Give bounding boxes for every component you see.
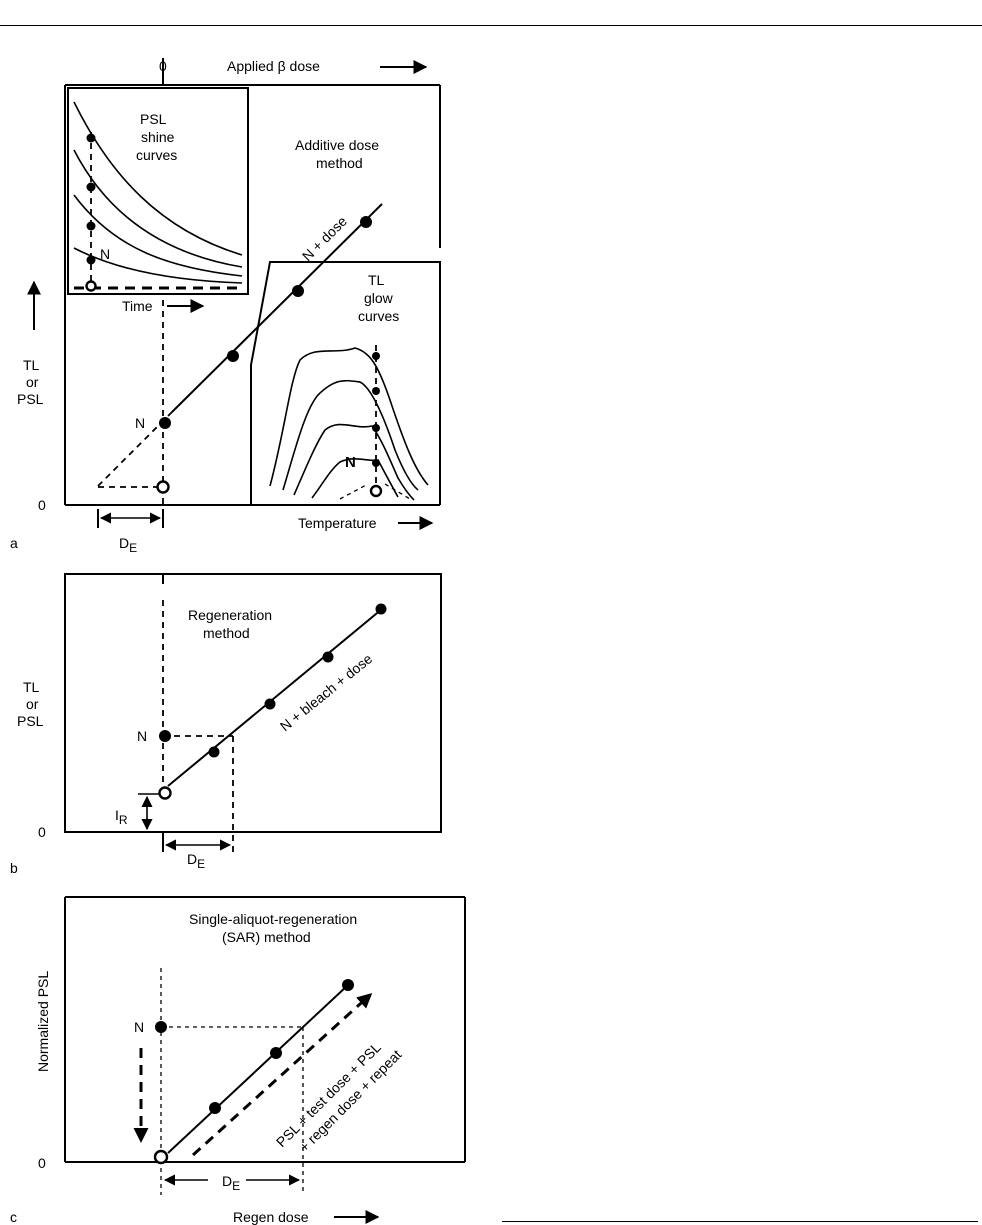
psl-curve-3 [73, 194, 243, 277]
tl-inset-frame [250, 261, 441, 505]
panel-c-point-zero [153, 1149, 169, 1165]
psl-inset-title-1: PSL [140, 111, 167, 127]
panel-a-y-zero: 0 [38, 497, 46, 513]
panel-b-de-label: D [187, 851, 197, 867]
panel-b: TL or PSL 0 Regeneration method N + blea… [10, 573, 442, 876]
panel-b-ir-label: I [115, 807, 119, 823]
tl-point-zero [369, 484, 383, 498]
panel-a-de-label: D [119, 535, 129, 551]
panel-b-de-subscript: E [197, 857, 205, 871]
tl-curve-1 [269, 347, 429, 487]
panel-a-line-label: N + dose [299, 213, 350, 264]
panel-b-method-title-2: method [203, 625, 250, 641]
panel-a-y-label-3: PSL [17, 391, 44, 407]
panel-b-letter: b [10, 860, 18, 876]
panel-a-letter: a [10, 535, 18, 551]
tl-curve-2 [282, 379, 419, 491]
panel-a: 0 Applied β dose TL or PSL 0 Additive do… [10, 58, 441, 555]
tl-point-1 [372, 352, 380, 360]
panel-c-y-zero: 0 [38, 1155, 46, 1171]
psl-point-n [86, 255, 96, 265]
tl-background-right [384, 483, 411, 500]
psl-inset-frame [67, 87, 249, 295]
psl-point-2 [86, 182, 96, 192]
psl-inset-title-3: curves [136, 147, 177, 163]
panel-c-point-2 [270, 1047, 282, 1059]
panel-c-x-label: Regen dose [233, 1209, 309, 1225]
panel-b-point-4 [375, 603, 387, 615]
footnote-rule [502, 1221, 978, 1222]
panel-b-growth-line [167, 608, 383, 787]
panel-b-y-label-2: or [26, 696, 39, 712]
panel-b-point-3 [322, 651, 334, 663]
panel-a-point-4 [360, 216, 372, 228]
psl-inset-title-2: shine [141, 129, 175, 145]
panel-b-y-label-3: PSL [17, 713, 44, 729]
svg-text:DE: DE [187, 851, 205, 871]
panel-b-ir-subscript: R [119, 813, 128, 827]
panel-b-point-1 [208, 746, 220, 758]
panel-c: Single-aliquot-regeneration (SAR) method… [10, 896, 466, 1225]
panel-c-method-title-1: Single-aliquot-regeneration [189, 911, 357, 927]
panel-c-point-1 [209, 1102, 221, 1114]
panel-a-de-subscript: E [129, 541, 137, 555]
panel-b-y-zero: 0 [38, 824, 46, 840]
panel-a-y-label-2: or [26, 374, 39, 390]
panel-a-point-3 [292, 285, 304, 297]
tl-inset-title-1: TL [368, 272, 385, 288]
panel-b-method-title-1: Regeneration [188, 607, 272, 623]
tl-inset-title-2: glow [364, 290, 394, 306]
panel-b-point-2 [264, 698, 276, 710]
psl-curve-1 [73, 101, 243, 256]
tl-curve-3 [293, 423, 415, 501]
tl-inset-x-label: Temperature [298, 515, 377, 531]
svg-text:DE: DE [119, 535, 137, 555]
panel-a-top-axis-label: Applied β dose [227, 58, 320, 74]
tl-point-n [372, 459, 380, 467]
psl-point-3 [86, 221, 96, 231]
panel-b-point-zero [158, 786, 172, 800]
panel-c-cycle-arrow [191, 992, 373, 1157]
panel-c-point-3 [342, 979, 354, 991]
page-header-rule [0, 25, 982, 26]
panel-a-point-2 [227, 350, 239, 362]
psl-curve-2 [73, 149, 243, 268]
panel-a-top-zero: 0 [159, 58, 167, 74]
panel-c-n-label: N [134, 1019, 144, 1035]
panel-a-point-n [159, 417, 171, 429]
svg-text:IR: IR [115, 807, 128, 827]
panel-b-n-label: N [137, 728, 147, 744]
panel-c-y-label: Normalized PSL [35, 971, 51, 1072]
panel-c-point-n [155, 1021, 167, 1033]
tl-curve-4 [311, 458, 399, 499]
panel-c-de-subscript: E [232, 1179, 240, 1193]
tl-point-2 [372, 387, 380, 395]
psl-point-zero [85, 280, 97, 292]
panel-c-growth-line [167, 985, 348, 1154]
panel-c-de-label: D [222, 1173, 232, 1189]
tl-point-3 [372, 424, 380, 432]
panel-a-point-zero [156, 480, 170, 494]
panel-c-letter: c [10, 1209, 17, 1225]
tl-glow-inset: N TL glow curves Temperature [250, 261, 441, 531]
panel-b-frame [64, 573, 442, 833]
panel-a-y-label-1: TL [23, 357, 40, 373]
panel-b-y-label-1: TL [23, 679, 40, 695]
panel-c-method-title-2: (SAR) method [222, 929, 311, 945]
panel-b-point-n [159, 730, 171, 742]
psl-shine-inset: N PSL shine curves Time [67, 87, 249, 314]
psl-inset-n-label: N [100, 246, 110, 262]
panel-a-method-title-1: Additive dose [295, 137, 379, 153]
psl-point-1 [86, 133, 96, 143]
tl-inset-n-label: N [345, 454, 356, 471]
tl-background-left [339, 483, 369, 500]
panel-a-n-label: N [135, 415, 145, 431]
panel-a-method-title-2: method [316, 155, 363, 171]
panel-b-line-label: N + bleach + dose [277, 650, 376, 734]
svg-text:DE: DE [222, 1173, 240, 1193]
panel-a-growth-line [171, 203, 383, 413]
psl-inset-x-label: Time [122, 298, 153, 314]
tl-inset-title-3: curves [358, 308, 399, 324]
